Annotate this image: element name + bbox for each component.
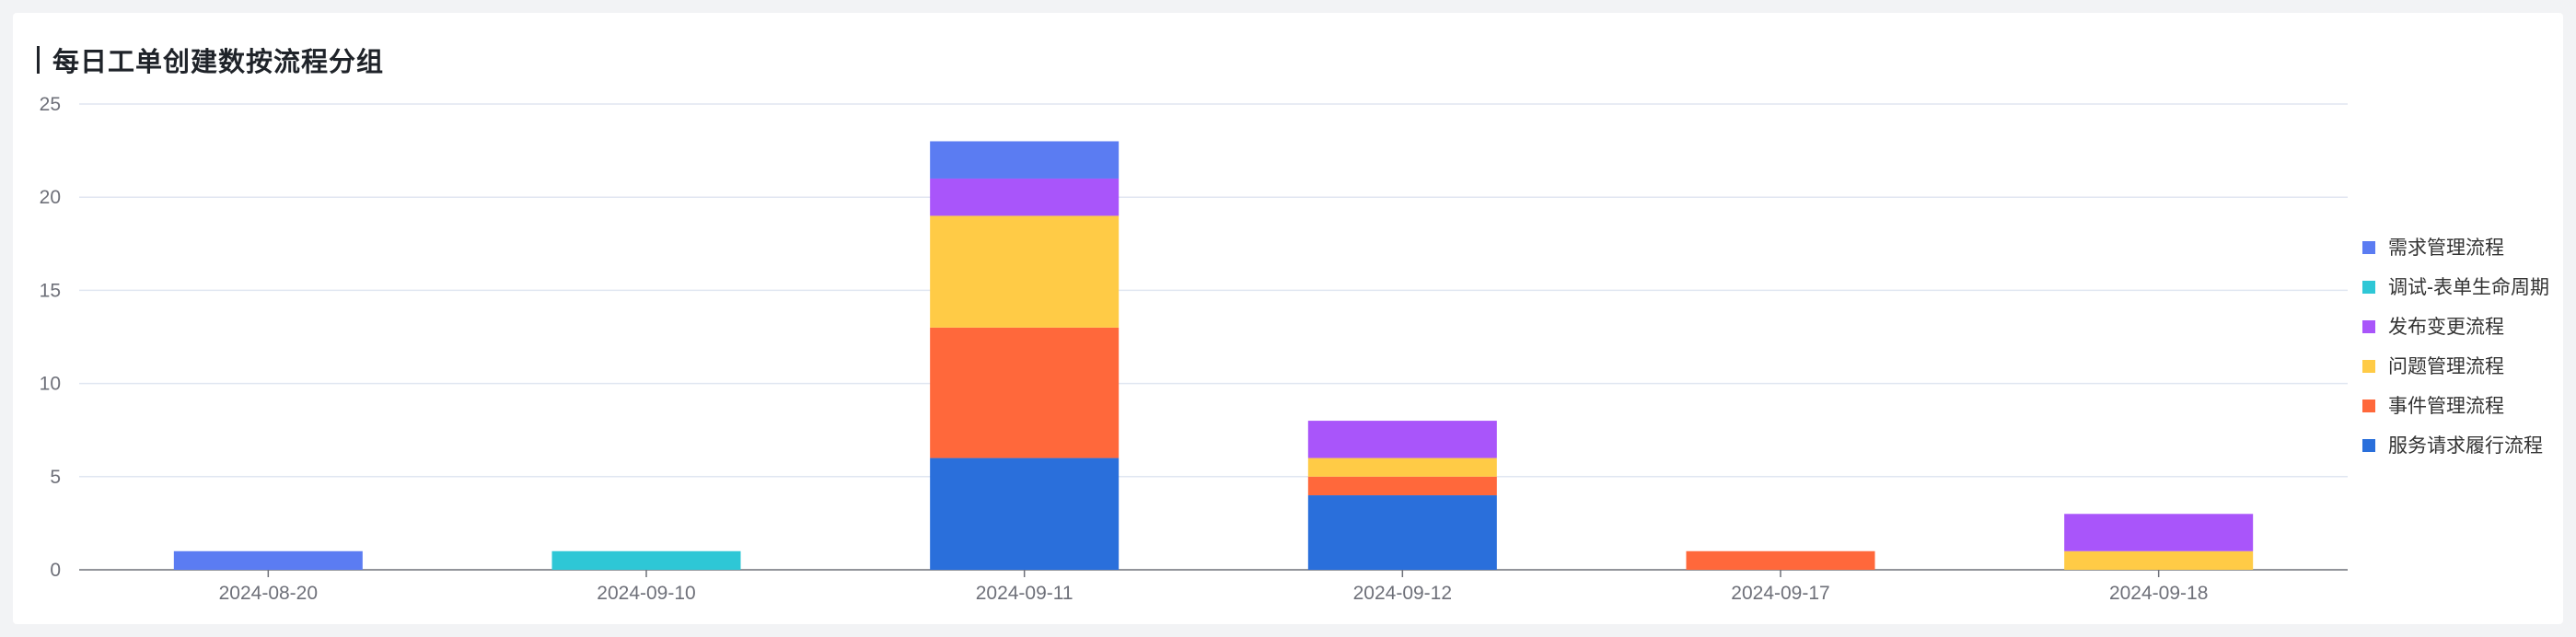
legend-swatch bbox=[2362, 439, 2375, 452]
bar-segment bbox=[930, 327, 1120, 458]
bar-segment bbox=[930, 141, 1120, 179]
y-tick-label: 25 bbox=[40, 94, 61, 115]
y-tick-label: 20 bbox=[40, 187, 61, 208]
bar-segment bbox=[551, 550, 741, 570]
legend-label: 需求管理流程 bbox=[2388, 237, 2504, 259]
bar-segment bbox=[1307, 495, 1497, 570]
legend-swatch bbox=[2362, 320, 2375, 333]
legend-label: 调试-表单生命周期 bbox=[2388, 277, 2549, 298]
legend-label: 发布变更流程 bbox=[2388, 317, 2504, 338]
bar-segment bbox=[1307, 457, 1497, 477]
x-tick-label: 2024-09-12 bbox=[1353, 583, 1452, 604]
legend-swatch bbox=[2362, 360, 2375, 373]
x-tick-label: 2024-09-11 bbox=[976, 583, 1073, 604]
legend-label: 事件管理流程 bbox=[2388, 396, 2504, 417]
y-tick-label: 5 bbox=[50, 467, 61, 488]
bar-segment bbox=[1686, 550, 1875, 570]
title-accent-bar bbox=[37, 46, 40, 74]
x-tick-label: 2024-08-20 bbox=[219, 583, 318, 604]
bar-segment bbox=[930, 215, 1120, 328]
bar-segment bbox=[1307, 421, 1497, 458]
legend-swatch bbox=[2362, 281, 2375, 294]
bar-segment bbox=[2064, 514, 2254, 551]
bar-segment bbox=[1307, 476, 1497, 496]
bar-segment bbox=[930, 178, 1120, 216]
legend-label: 服务请求履行流程 bbox=[2388, 435, 2543, 457]
x-tick-label: 2024-09-17 bbox=[1731, 583, 1829, 604]
legend-label: 问题管理流程 bbox=[2388, 356, 2504, 377]
y-tick-label: 0 bbox=[50, 560, 61, 581]
legend-swatch bbox=[2362, 400, 2375, 412]
y-tick-label: 15 bbox=[40, 280, 61, 301]
bar-segment bbox=[173, 550, 363, 570]
chart-title: 每日工单创建数按流程分组 bbox=[37, 44, 384, 77]
bar-segment bbox=[930, 457, 1120, 570]
x-tick-label: 2024-09-18 bbox=[2109, 583, 2208, 604]
bar-segment bbox=[2064, 550, 2254, 570]
x-tick-label: 2024-09-10 bbox=[597, 583, 695, 604]
chart-title-text: 每日工单创建数按流程分组 bbox=[52, 48, 385, 77]
legend-swatch bbox=[2362, 241, 2375, 254]
y-tick-label: 10 bbox=[40, 374, 61, 395]
